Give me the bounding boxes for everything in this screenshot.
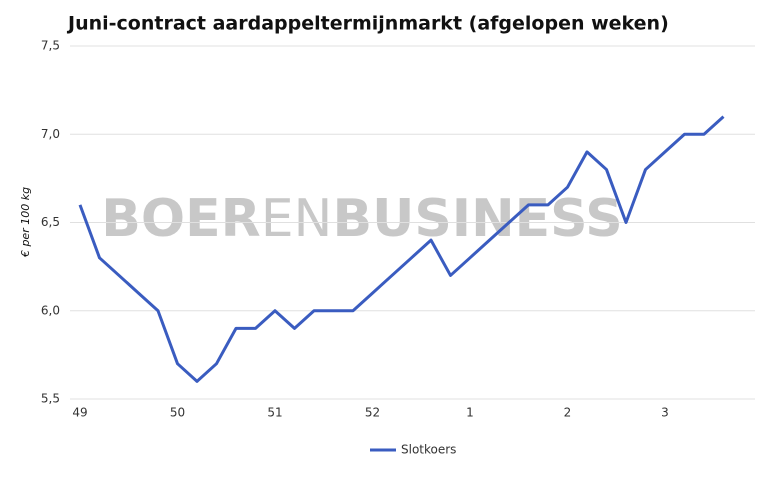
x-tick-label: 51	[267, 406, 282, 420]
y-tick-label: 7,0	[41, 127, 60, 141]
watermark: BOERENBUSINESS	[101, 189, 622, 249]
x-tick-label: 3	[661, 406, 669, 420]
watermark-part: BOER	[101, 189, 260, 249]
y-tick-label: 6,0	[41, 303, 60, 317]
y-tick-label: 5,5	[41, 392, 60, 406]
x-tick-label: 52	[365, 406, 380, 420]
legend-label: Slotkoers	[401, 443, 456, 457]
y-tick-label: 7,5	[41, 39, 60, 53]
chart-title: Juni-contract aardappeltermijnmarkt (afg…	[66, 13, 669, 35]
x-tick-label: 49	[72, 406, 87, 420]
y-tick-label: 6,5	[41, 215, 60, 229]
watermark-part: BUSINESS	[332, 189, 622, 249]
x-tick-label: 50	[170, 406, 185, 420]
watermark-part: EN	[261, 189, 333, 249]
x-tick-label: 1	[466, 406, 474, 420]
x-tick-label: 2	[564, 406, 572, 420]
data-line	[78, 115, 725, 383]
y-axis-label: € per 100 kg	[19, 187, 32, 258]
